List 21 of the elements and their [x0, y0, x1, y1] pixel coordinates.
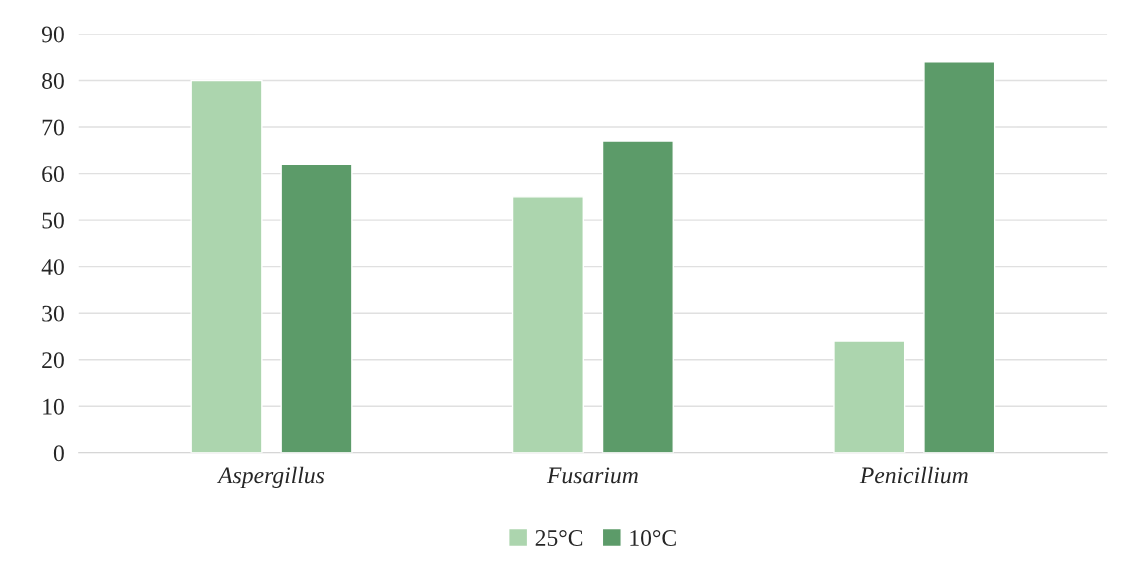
y-tick-label: 90: [41, 26, 64, 43]
y-tick-label: 50: [42, 212, 64, 229]
y-tick-label: 70: [42, 119, 64, 136]
bar: [923, 61, 996, 453]
legend-label: 10°C: [630, 530, 676, 546]
y-tick-label: 20: [42, 352, 64, 369]
bar: [190, 79, 263, 453]
x-tick-label: Penicillium: [859, 466, 968, 484]
x-tick-label: Fusarium: [546, 467, 638, 484]
y-tick-label: 0: [53, 445, 64, 462]
y-tick-label: 60: [42, 166, 64, 182]
bar: [511, 196, 584, 453]
legend-label: 25°C: [535, 530, 583, 546]
bar: [833, 340, 906, 453]
y-tick-label: 40: [41, 259, 64, 276]
y-tick-label: 10: [43, 398, 64, 415]
x-tick-label: Aspergillus: [216, 466, 325, 489]
y-tick-label: 80: [42, 72, 64, 89]
y-tick-label: 30: [42, 305, 64, 322]
bar: [601, 140, 674, 453]
bar: [280, 163, 353, 453]
